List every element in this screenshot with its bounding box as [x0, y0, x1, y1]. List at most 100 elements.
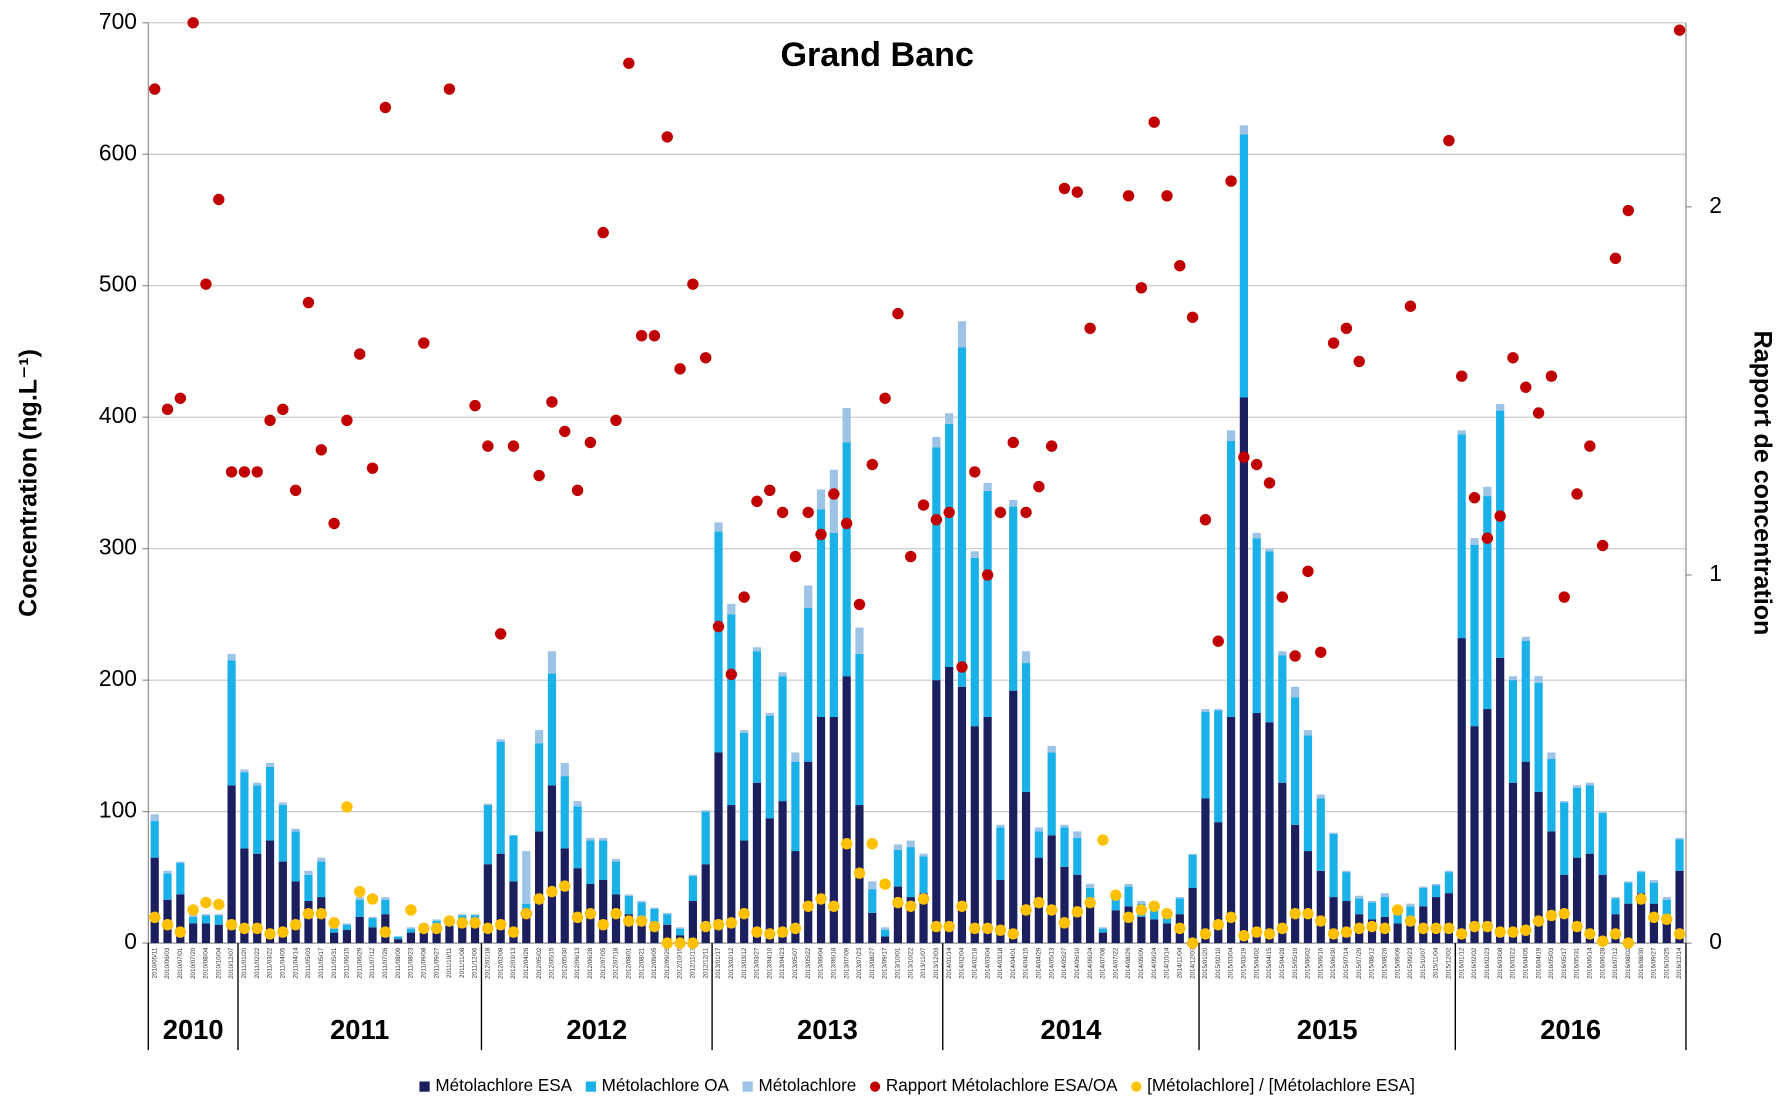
bar-segment [368, 916, 377, 919]
x-tick-label: 2015/01/20 [1202, 947, 1209, 979]
bar-segment [547, 651, 557, 674]
scatter-point [879, 878, 891, 890]
bar-segment [586, 840, 595, 884]
y-tick-label: 0 [124, 928, 137, 954]
bar-segment [752, 647, 762, 652]
x-tick-label: 2014/07/08 [1100, 947, 1107, 979]
bar-segment [1560, 801, 1569, 803]
scatter-point [379, 101, 392, 114]
legend-item: [Métolachlore] / [Métolachlore ESA] [1131, 1076, 1415, 1095]
bar-segment [970, 726, 979, 944]
bar-segment [560, 848, 569, 944]
bar-segment [1355, 898, 1364, 915]
bar-segment [1560, 802, 1569, 875]
scatter-point [520, 907, 533, 920]
scatter-point [1148, 116, 1160, 128]
bar-segment [189, 923, 198, 944]
x-tick-label: 2011/04/05 [280, 947, 287, 978]
scatter-point [494, 918, 507, 931]
scatter-point [930, 514, 943, 526]
bar-segment [535, 831, 544, 944]
scatter-point [969, 466, 981, 478]
bar-segment [1329, 897, 1338, 944]
scatter-point [853, 598, 866, 611]
bar-segment [1098, 928, 1108, 933]
x-tick-label: 2012/12/11 [702, 947, 709, 978]
bar-segment [1521, 640, 1530, 762]
scatter-point [1135, 904, 1148, 916]
bar-segment [740, 840, 749, 944]
bar-segment [637, 901, 646, 903]
bar-segment [1073, 831, 1082, 838]
y-tick-label: 200 [99, 665, 137, 691]
bar-segment [1367, 902, 1377, 920]
scatter-point [1673, 24, 1686, 36]
y-tick-label: 700 [99, 8, 137, 34]
x-tick-label: 2012/10/16 [677, 947, 684, 979]
x-tick-label: 2016/06/28 [1599, 947, 1606, 979]
x-tick-label: 2014/06/10 [1074, 947, 1081, 979]
scatter-point [1212, 918, 1224, 931]
x-tick-label: 2016/04/19 [1535, 947, 1542, 979]
scatter-point [1161, 190, 1173, 202]
bar-segment [304, 901, 313, 944]
x-tick-label: 2014/04/01 [1010, 947, 1017, 979]
x-tick-label: 2013/04/10 [766, 947, 773, 979]
x-tick-label: 2011/03/22 [267, 947, 274, 978]
x-tick-label: 2016/01/12 [1458, 947, 1465, 979]
bar-segment [1188, 855, 1197, 888]
scatter-point [1263, 928, 1276, 940]
bar-segment [496, 853, 505, 944]
bar-segment [1073, 837, 1082, 875]
bar-segment [624, 895, 633, 915]
x-tick-label: 2015/02/10 [1215, 947, 1222, 979]
scatter-point [264, 928, 276, 940]
bar-segment [1419, 887, 1428, 907]
scatter-point [828, 488, 840, 500]
scatter-point [225, 918, 238, 931]
x-tick-label: 2015/04/15 [1266, 947, 1273, 979]
x-tick-label: 2015/09/09 [1394, 947, 1401, 979]
scatter-point [456, 917, 468, 929]
x-tick-label: 2016/06/14 [1587, 947, 1594, 979]
legend-swatch [742, 1081, 753, 1092]
bar-segment [1508, 782, 1518, 944]
bar-segment [945, 667, 954, 944]
bar-segment [1150, 919, 1159, 944]
y2-tick-label: 1 [1709, 560, 1722, 586]
bar-segment [778, 672, 787, 677]
bar-segment [983, 716, 992, 944]
scatter-point [597, 226, 609, 239]
bar-segment [791, 761, 800, 852]
scatter-point [712, 620, 725, 633]
scatter-point [379, 926, 392, 938]
scatter-point [1584, 440, 1596, 452]
x-tick-label: 2013/11/07 [920, 947, 927, 978]
bar-segment [1252, 713, 1261, 944]
scatter-point [994, 924, 1007, 936]
scatter-point [943, 920, 955, 933]
x-tick-label: 2015/03/19 [1241, 947, 1248, 979]
bar-segment [265, 762, 275, 767]
bar-segment [701, 811, 710, 865]
bar-segment [599, 837, 608, 841]
bar-segment [970, 557, 979, 727]
scatter-point [354, 348, 366, 360]
bar-segment [1009, 506, 1018, 691]
scatter-point [546, 885, 558, 898]
scatter-point [776, 506, 789, 519]
scatter-point [1481, 920, 1494, 933]
x-tick-label: 2012/01/18 [485, 947, 492, 979]
scatter-point [802, 506, 814, 519]
scatter-point [1661, 913, 1673, 925]
bar-segment [1188, 853, 1197, 856]
bar-segment [1086, 903, 1095, 944]
x-tick-label: 2010/05/11 [151, 947, 158, 978]
bar-segment [996, 824, 1005, 828]
scatter-point [161, 918, 174, 931]
scatter-point [1545, 370, 1558, 382]
scatter-point [1315, 915, 1327, 927]
bar-segment [688, 876, 697, 902]
bar-segment [1188, 887, 1197, 944]
bar-segment [214, 914, 223, 916]
